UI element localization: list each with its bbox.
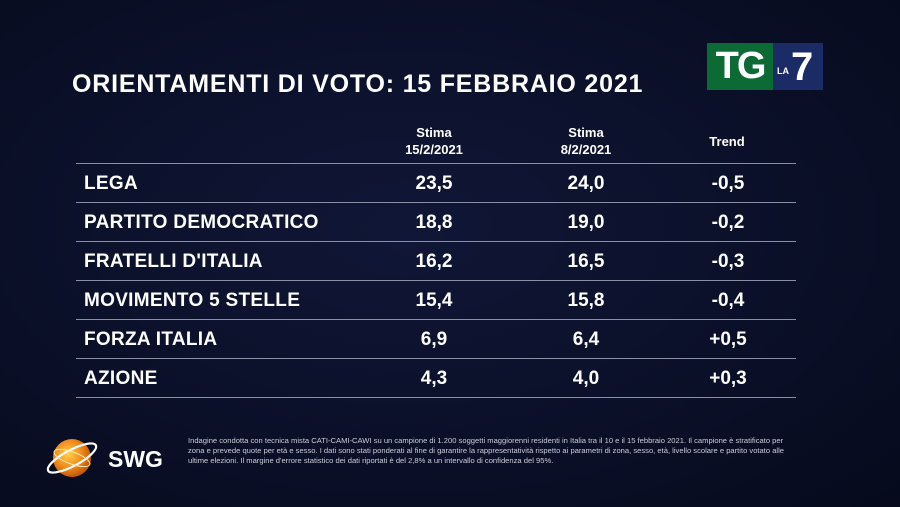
trend-value: +0,5 <box>709 329 747 350</box>
stima-previous-value: 6,4 <box>572 329 600 350</box>
globe-icon <box>46 439 98 477</box>
party-name: PARTITO DEMOCRATICO <box>84 212 319 233</box>
column-header-stima-previous: Stima 8/2/2021 <box>526 124 646 158</box>
column-header-stima-label: Stima <box>416 125 452 140</box>
stima-current-value: 15,4 <box>415 290 453 311</box>
table-bottom-divider <box>76 397 796 398</box>
stima-current-value: 18,8 <box>415 212 453 233</box>
table-row: FRATELLI D'ITALIA 16,2 16,5 -0,3 <box>76 241 796 281</box>
column-header-stima-current: Stima 15/2/2021 <box>374 124 494 158</box>
stima-current-value: 6,9 <box>420 329 448 350</box>
stima-current-value: 4,3 <box>420 368 448 389</box>
party-name: FORZA ITALIA <box>84 329 218 350</box>
party-name: LEGA <box>84 173 138 194</box>
trend-value: -0,5 <box>711 173 745 194</box>
party-name: MOVIMENTO 5 STELLE <box>84 290 301 311</box>
column-header-stima-label: Stima <box>568 125 604 140</box>
la7-logo-la: LA <box>777 65 789 76</box>
stima-current-value: 23,5 <box>415 173 453 194</box>
la7-logo-mark: LA 7 <box>773 43 823 90</box>
table-row: FORZA ITALIA 6,9 6,4 +0,5 <box>76 319 796 359</box>
table-row: MOVIMENTO 5 STELLE 15,4 15,8 -0,4 <box>76 280 796 320</box>
la7-logo-seven: 7 <box>791 44 814 89</box>
stima-previous-value: 15,8 <box>567 290 605 311</box>
stima-previous-value: 4,0 <box>572 368 600 389</box>
table-row: PARTITO DEMOCRATICO 18,8 19,0 -0,2 <box>76 202 796 242</box>
stima-previous-value: 16,5 <box>567 251 605 272</box>
column-header-stima-date: 15/2/2021 <box>405 142 463 157</box>
stima-current-value: 16,2 <box>415 251 453 272</box>
trend-value: -0,2 <box>711 212 745 233</box>
stima-previous-value: 24,0 <box>567 173 605 194</box>
tg-logo-mark: TG <box>707 43 773 90</box>
table-row: AZIONE 4,3 4,0 +0,3 <box>76 358 796 398</box>
party-name: AZIONE <box>84 368 158 389</box>
tg-la7-logo: TG LA 7 <box>707 43 823 90</box>
trend-value: -0,3 <box>711 251 745 272</box>
trend-value: +0,3 <box>709 368 747 389</box>
trend-value: -0,4 <box>711 290 745 311</box>
page-title: ORIENTAMENTI DI VOTO: 15 FEBBRAIO 2021 <box>72 70 644 98</box>
party-name: FRATELLI D'ITALIA <box>84 251 263 272</box>
column-header-stima-date: 8/2/2021 <box>560 142 612 157</box>
methodology-footnote: Indagine condotta con tecnica mista CATI… <box>188 436 785 465</box>
stima-previous-value: 19,0 <box>567 212 605 233</box>
swg-brand-name: SWG <box>108 446 163 472</box>
column-header-trend: Trend <box>709 134 745 149</box>
table-row: LEGA 23,5 24,0 -0,5 <box>76 163 796 203</box>
